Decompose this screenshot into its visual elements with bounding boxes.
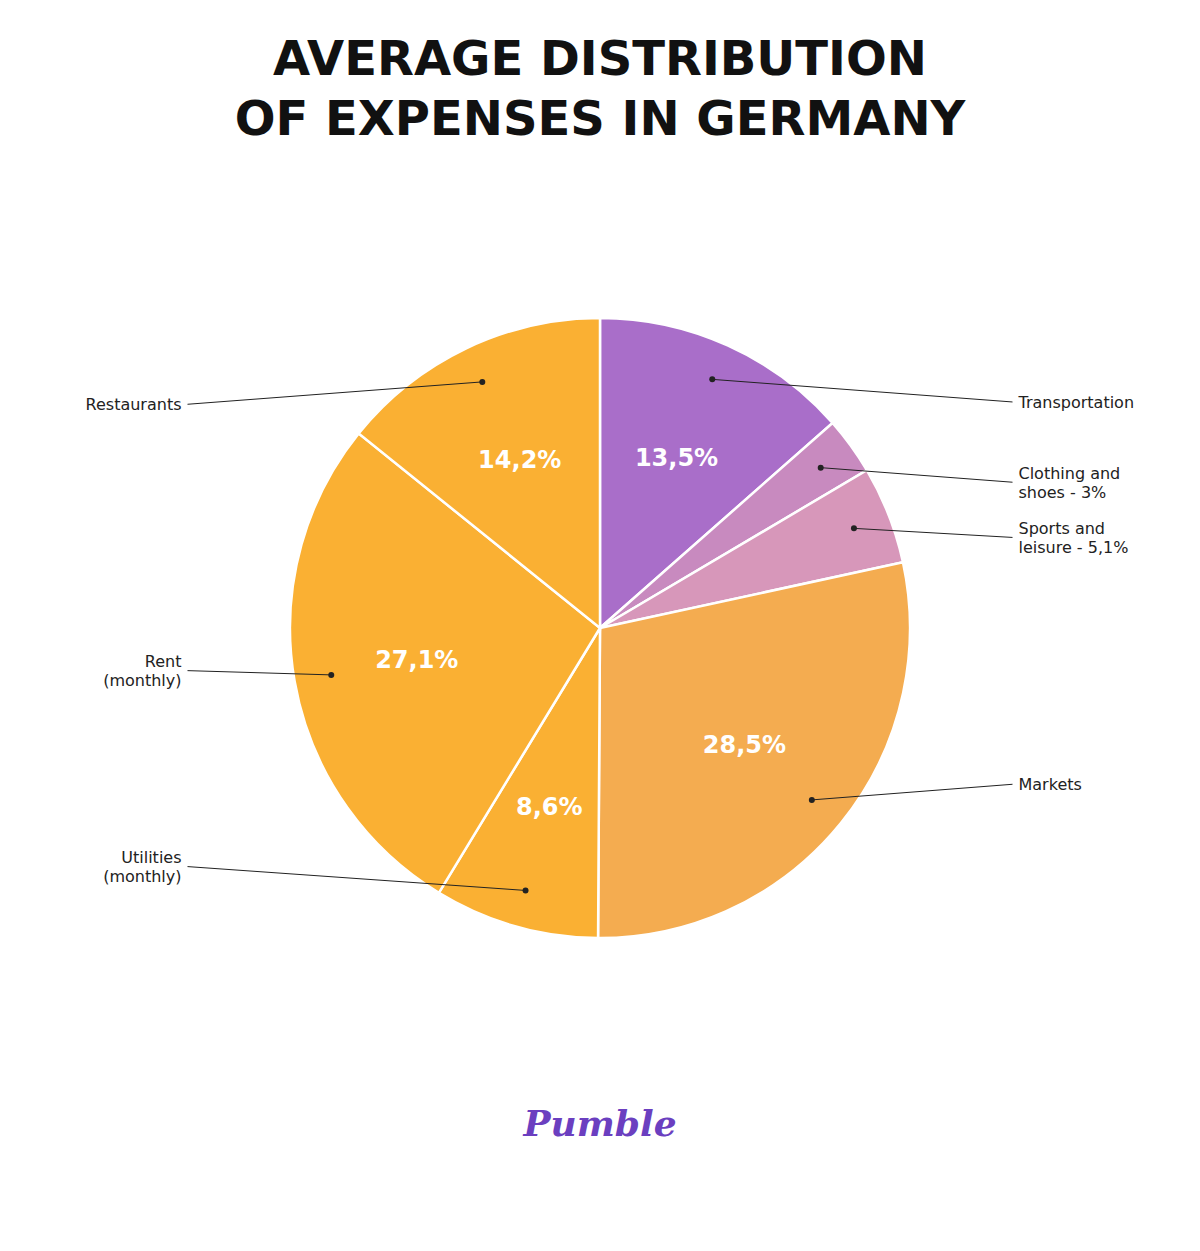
svg-text:27,1%: 27,1% xyxy=(375,646,458,674)
svg-text:14,2%: 14,2% xyxy=(478,446,561,474)
svg-text:Utilities(monthly): Utilities(monthly) xyxy=(103,848,181,886)
svg-text:Sports andleisure - 5,1%: Sports andleisure - 5,1% xyxy=(1019,518,1129,556)
svg-text:13,5%: 13,5% xyxy=(635,444,718,472)
svg-text:Clothing andshoes - 3%: Clothing andshoes - 3% xyxy=(1019,463,1121,501)
svg-text:Restaurants: Restaurants xyxy=(86,395,182,414)
svg-text:Markets: Markets xyxy=(1019,775,1082,794)
html-text:Pumble: Pumble xyxy=(523,1102,677,1144)
svg-text:Rent(monthly): Rent(monthly) xyxy=(103,652,181,690)
html-text:OF EXPENSES IN GERMANY: OF EXPENSES IN GERMANY xyxy=(234,90,966,146)
html-text:AVERAGE DISTRIBUTION: AVERAGE DISTRIBUTION xyxy=(273,30,927,86)
svg-text:28,5%: 28,5% xyxy=(703,731,786,759)
svg-text:Transportation: Transportation xyxy=(1018,392,1135,411)
svg-text:8,6%: 8,6% xyxy=(516,793,583,821)
